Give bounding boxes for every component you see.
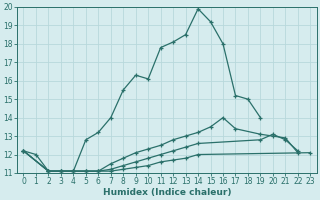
X-axis label: Humidex (Indice chaleur): Humidex (Indice chaleur) <box>103 188 231 197</box>
